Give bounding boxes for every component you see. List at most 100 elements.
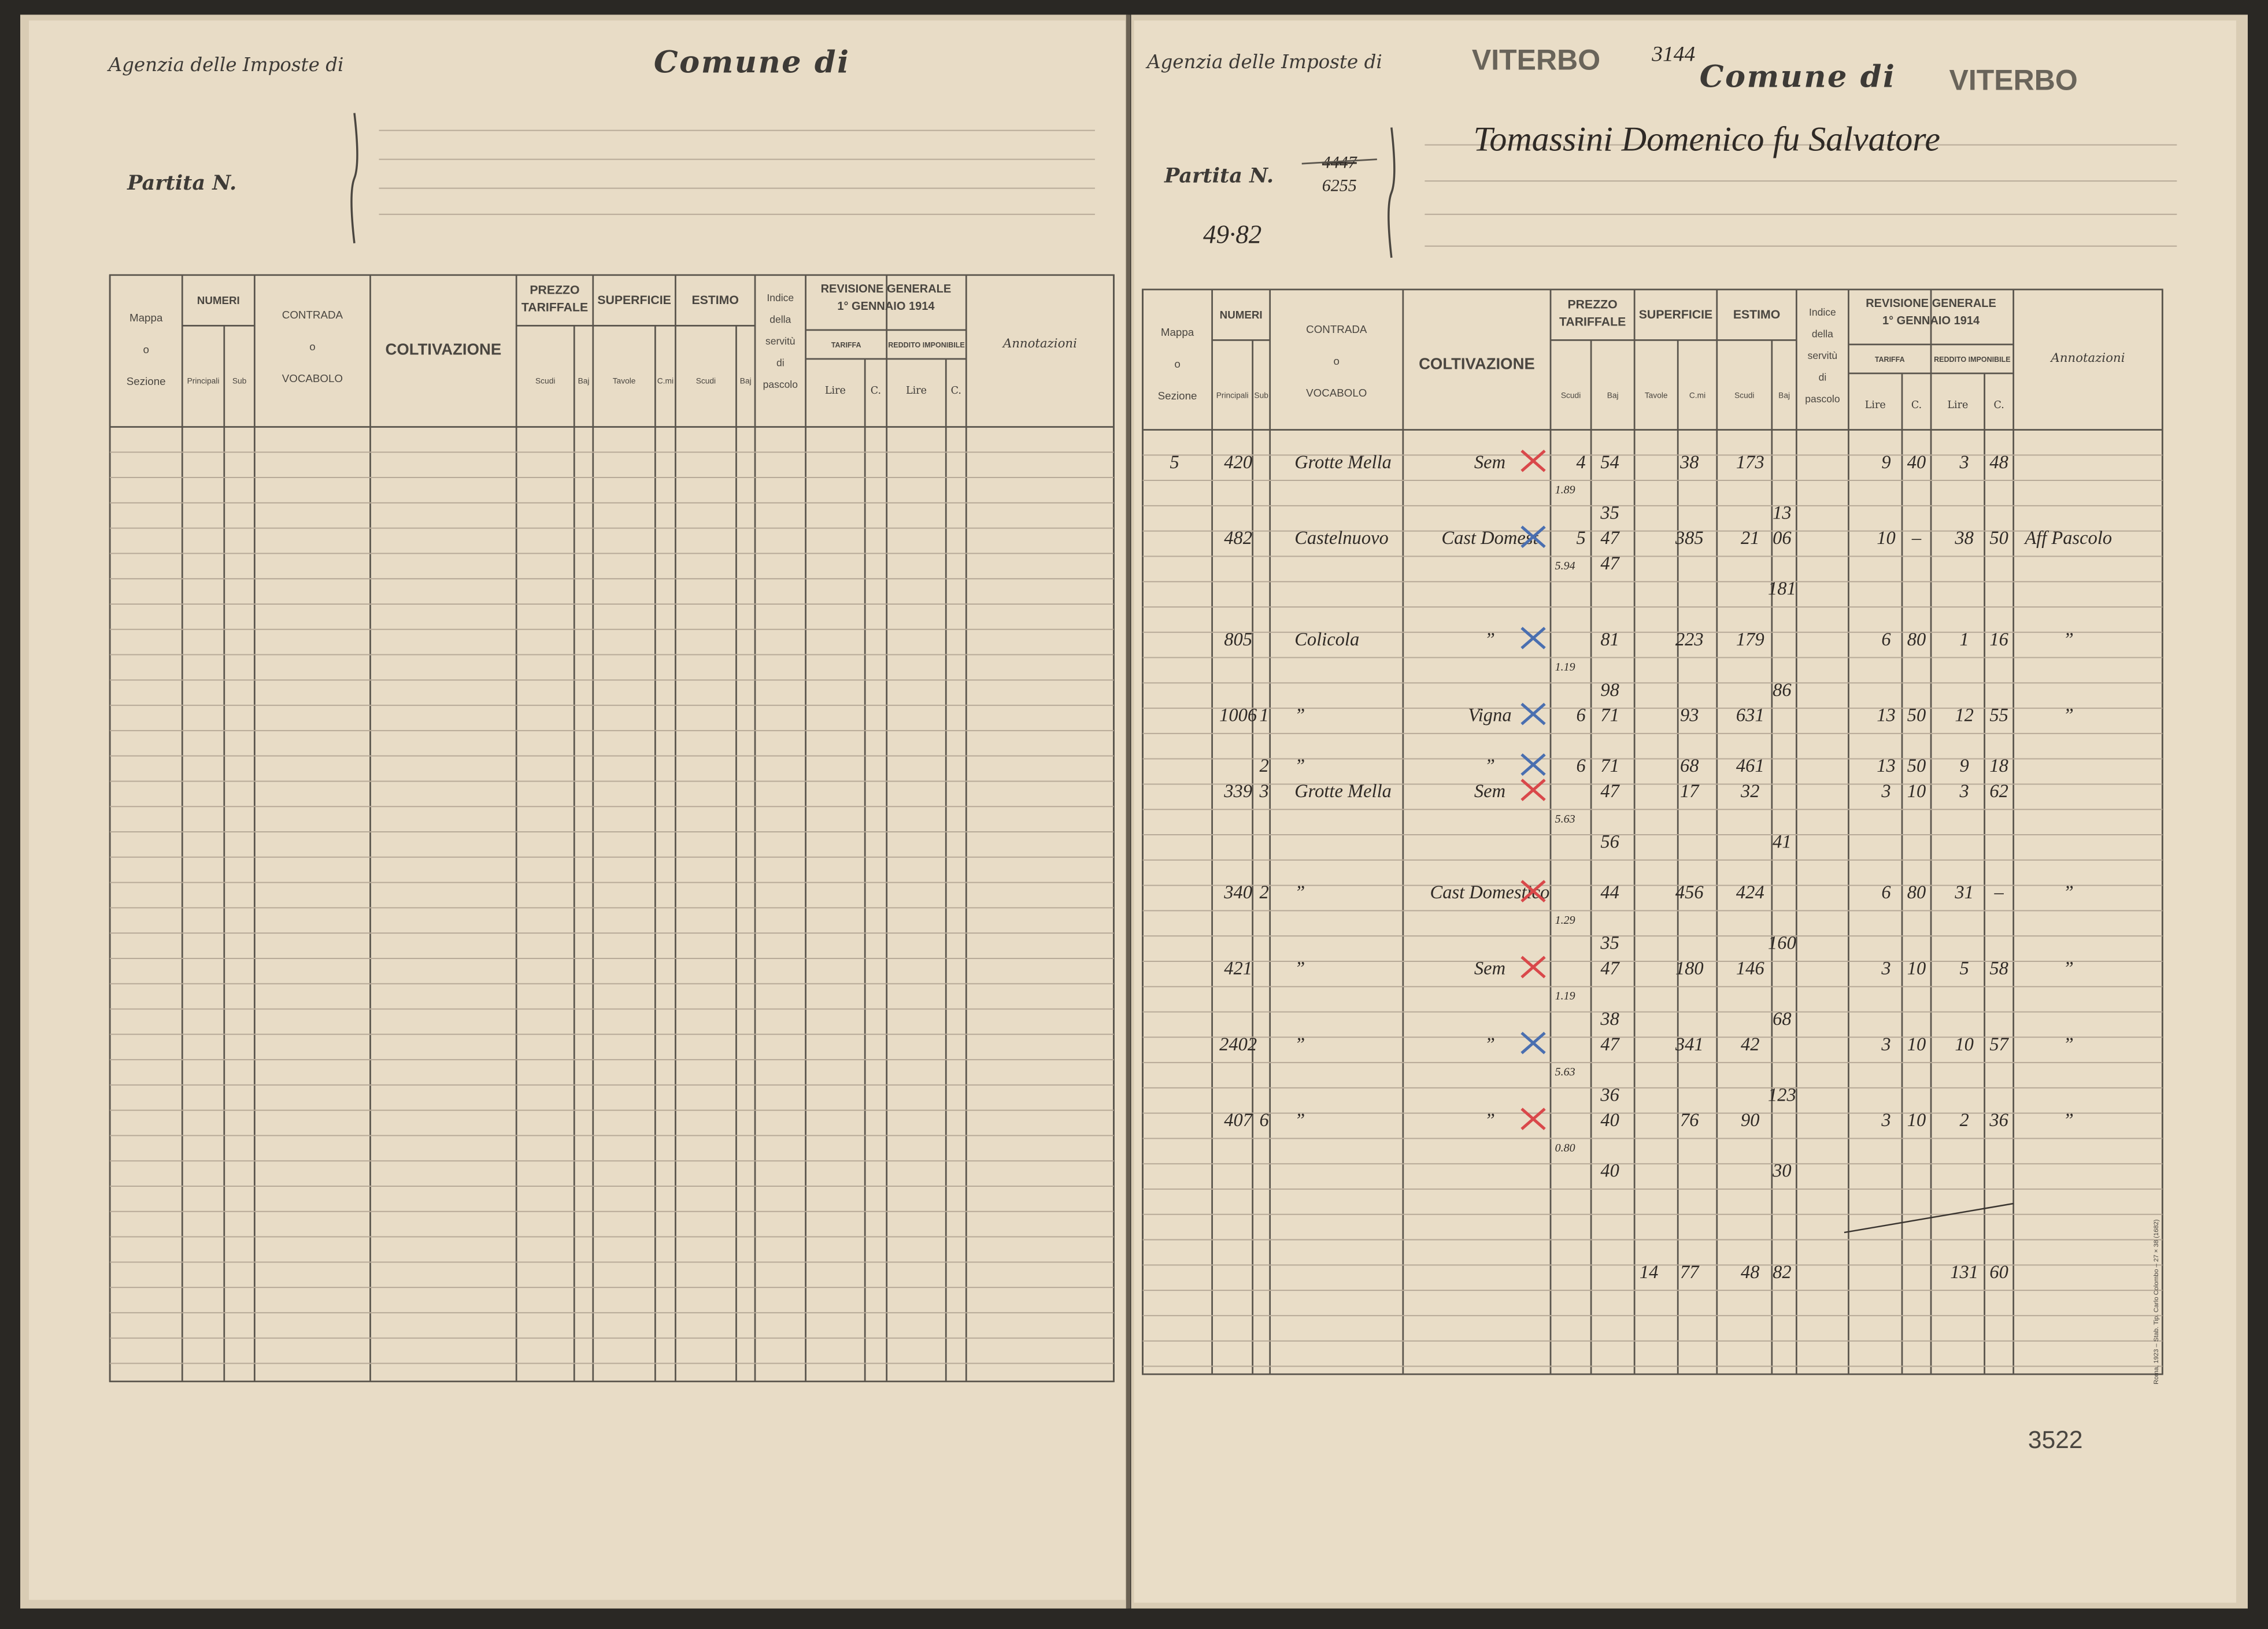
- check-cross: [1520, 956, 1546, 979]
- entry-tl: 6: [1881, 882, 1891, 903]
- entry-cn: 1.19: [1555, 990, 1575, 1002]
- entry-rl: 1: [1959, 629, 1969, 650]
- column-header: C.mi: [1689, 391, 1705, 399]
- column-header: Mappa: [130, 312, 163, 324]
- column-header: Lire: [1947, 399, 1968, 411]
- entry-eb: 13: [1773, 502, 1792, 523]
- entry-st: 14: [1640, 1262, 1659, 1283]
- entry-ps: 5: [1576, 528, 1585, 549]
- column-header: C.mi: [657, 376, 674, 385]
- entry-es: 173: [1736, 452, 1764, 473]
- entry-eb: 30: [1772, 1161, 1792, 1182]
- entry-tl: 10: [1877, 528, 1896, 549]
- entry-sub: 3: [1259, 781, 1269, 802]
- column-header: COLTIVAZIONE: [385, 340, 501, 358]
- column-header: o: [1174, 358, 1180, 370]
- column-header: NUMERI: [197, 294, 240, 306]
- entry-sc: 38: [1679, 452, 1699, 473]
- entry-mappa: 5: [1170, 452, 1179, 473]
- right-page: [1134, 20, 2236, 1603]
- entry-tl: 13: [1877, 705, 1896, 726]
- printer-note: Roma, 1923 – Stab. Tip. Carlo Colombo – …: [2153, 1219, 2160, 1384]
- column-header: Annotazioni: [1002, 336, 1077, 351]
- entry-rc: 50: [1989, 528, 2008, 549]
- entry-rc: 60: [1989, 1262, 2008, 1283]
- entry-cn: 5.63: [1555, 1066, 1575, 1079]
- entry-es: 48: [1741, 1262, 1760, 1283]
- entry-num: 420: [1224, 452, 1252, 473]
- column-header: SUPERFICIE: [597, 293, 671, 307]
- partita-number: 6255: [1322, 176, 1357, 195]
- entry-rl: 10: [1955, 1034, 1974, 1055]
- entry-colt: Sem: [1474, 452, 1505, 473]
- left-page: [29, 20, 1126, 1600]
- agency-label: Agenzia delle Imposte di: [1145, 51, 1382, 73]
- entry-cn: 1.19: [1555, 661, 1575, 673]
- entry-pb: 71: [1600, 705, 1619, 726]
- check-cross: [1520, 1031, 1546, 1054]
- entry-tc: 10: [1907, 781, 1926, 802]
- check-cross: [1520, 779, 1546, 801]
- column-header: Baj: [578, 376, 590, 385]
- column-header: COLTIVAZIONE: [1419, 354, 1535, 372]
- column-header: TARIFFA: [831, 341, 861, 349]
- column-header: o: [143, 343, 149, 356]
- entry-num: 2402: [1219, 1034, 1257, 1055]
- entry-pb: 81: [1600, 629, 1619, 650]
- entry-contrada: Grotte Mella: [1294, 781, 1392, 802]
- entry-contrada: Castelnuovo: [1294, 528, 1389, 549]
- entry-tc: 40: [1907, 452, 1926, 473]
- entry-num: 805: [1224, 629, 1252, 650]
- agency-label: Agenzia delle Imposte di: [107, 54, 344, 76]
- entry-es: 146: [1736, 958, 1765, 979]
- entry-rl: 3: [1959, 781, 1969, 802]
- column-header: o: [1334, 355, 1340, 367]
- column-header: Principali: [187, 376, 220, 385]
- entry-sc: 93: [1680, 705, 1699, 726]
- entry-ps: 6: [1576, 705, 1586, 726]
- column-header: Scudi: [535, 376, 555, 385]
- entry-es: 461: [1736, 756, 1764, 776]
- entry-tl: 13: [1877, 756, 1896, 776]
- entry-pb: 47: [1600, 958, 1620, 979]
- column-header: Lire: [906, 385, 927, 397]
- entry-pb: 98: [1600, 680, 1619, 701]
- entry-rc: 58: [1989, 958, 2008, 979]
- column-header: Scudi: [1734, 391, 1754, 399]
- entry-rc: 16: [1989, 629, 2008, 650]
- comune-label: Comune di: [654, 45, 850, 80]
- entry-rc: 18: [1989, 756, 2008, 776]
- entry-colt: ”: [1485, 756, 1495, 776]
- entry-pb: 35: [1600, 933, 1619, 954]
- entry-ann: Aff Pascolo: [2023, 528, 2112, 549]
- entry-sc: 385: [1675, 528, 1704, 549]
- entry-es: 42: [1741, 1034, 1760, 1055]
- entry-colt: Vigna: [1468, 705, 1511, 726]
- entry-sc: 17: [1680, 781, 1700, 802]
- entry-ann: ”: [2063, 629, 2074, 650]
- entry-rc: 62: [1989, 781, 2008, 802]
- pencil-note: 49·82: [1203, 220, 1261, 249]
- entry-pb: 40: [1600, 1161, 1619, 1182]
- bracket: [350, 113, 358, 243]
- entry-sc: 456: [1675, 882, 1704, 903]
- comune-label: Comune di: [1700, 60, 1896, 95]
- entry-num: 340: [1223, 882, 1252, 903]
- column-header: Mappa: [1161, 326, 1194, 338]
- entry-pb: 36: [1600, 1084, 1619, 1105]
- column-header: REVISIONE GENERALE: [821, 283, 952, 295]
- column-header: CONTRADA: [1306, 323, 1367, 335]
- column-header: PREZZO: [1568, 297, 1618, 311]
- entry-eb: 181: [1768, 579, 1796, 599]
- entry-ps: 6: [1576, 756, 1586, 776]
- entry-cn: 1.89: [1555, 484, 1575, 497]
- entry-ann: ”: [2063, 1110, 2074, 1131]
- page-number: 3522: [2028, 1426, 2083, 1454]
- stamp: VITERBO: [1949, 64, 2078, 97]
- entry-sc: 223: [1675, 629, 1704, 650]
- column-header: REDDITO IMPONIBILE: [888, 341, 964, 349]
- entry-ann: ”: [2063, 1034, 2074, 1055]
- entry-rl: 12: [1955, 705, 1974, 726]
